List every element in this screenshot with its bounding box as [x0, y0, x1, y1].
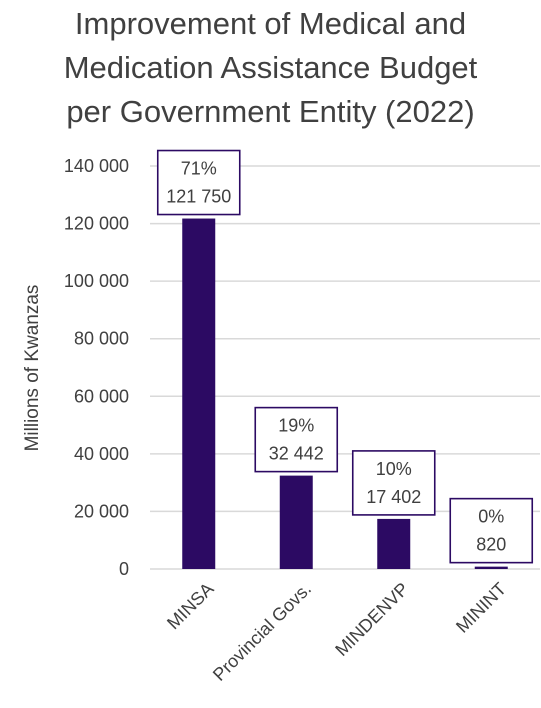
data-label-percent: 19% — [278, 416, 314, 436]
x-tick-label: MINDENVP — [331, 579, 412, 660]
data-label-percent: 0% — [478, 507, 504, 527]
data-label-value: 121 750 — [166, 187, 231, 207]
bar — [182, 218, 216, 569]
data-label-box — [351, 450, 436, 516]
data-label: 0%820 — [449, 497, 534, 564]
chart-title-line-1: Improvement of Medical and — [74, 6, 467, 41]
bar — [377, 518, 411, 569]
x-tick-label: MINSA — [163, 579, 217, 633]
y-tick-label: 40 000 — [74, 444, 129, 464]
y-tick-label: 120 000 — [64, 214, 129, 234]
y-tick-label: 0 — [119, 559, 129, 579]
y-tick-label: 100 000 — [64, 271, 129, 291]
y-tick-label: 20 000 — [74, 501, 129, 521]
data-label-percent: 10% — [376, 459, 412, 479]
x-tick-label: MININT — [452, 579, 510, 637]
x-tick-label: Provincial Govs. — [209, 579, 315, 685]
y-tick-label: 60 000 — [74, 386, 129, 406]
data-label: 19% 32 442 — [254, 406, 339, 473]
data-label-box — [449, 497, 534, 564]
chart-title-line-2: Medication Assistance Budget — [63, 50, 478, 85]
data-label-value: 17 402 — [366, 487, 421, 507]
bars — [182, 218, 508, 569]
data-label-box — [156, 149, 241, 216]
data-label-box — [254, 406, 339, 473]
y-tick-label: 140 000 — [64, 156, 129, 176]
chart-title-line-3: per Government Entity (2022) — [66, 94, 475, 129]
data-label-value: 820 — [476, 535, 506, 555]
y-tick-label: 80 000 — [74, 329, 129, 349]
bar — [279, 475, 313, 569]
y-axis-ticks: 0 20 000 40 000 60 000 80 000 100 000 120 000 1… — [64, 156, 129, 579]
y-axis-label: Millions of Kwanzas — [22, 285, 43, 452]
data-label-value: 32 442 — [269, 444, 324, 464]
chart-title: Improvement of Medical and Medication As… — [0, 2, 541, 134]
data-label-percent: 71% — [181, 159, 217, 179]
data-label: 71% 121 750 — [156, 149, 241, 216]
data-label: 10% 17 402 — [351, 450, 436, 516]
bar — [474, 566, 508, 569]
